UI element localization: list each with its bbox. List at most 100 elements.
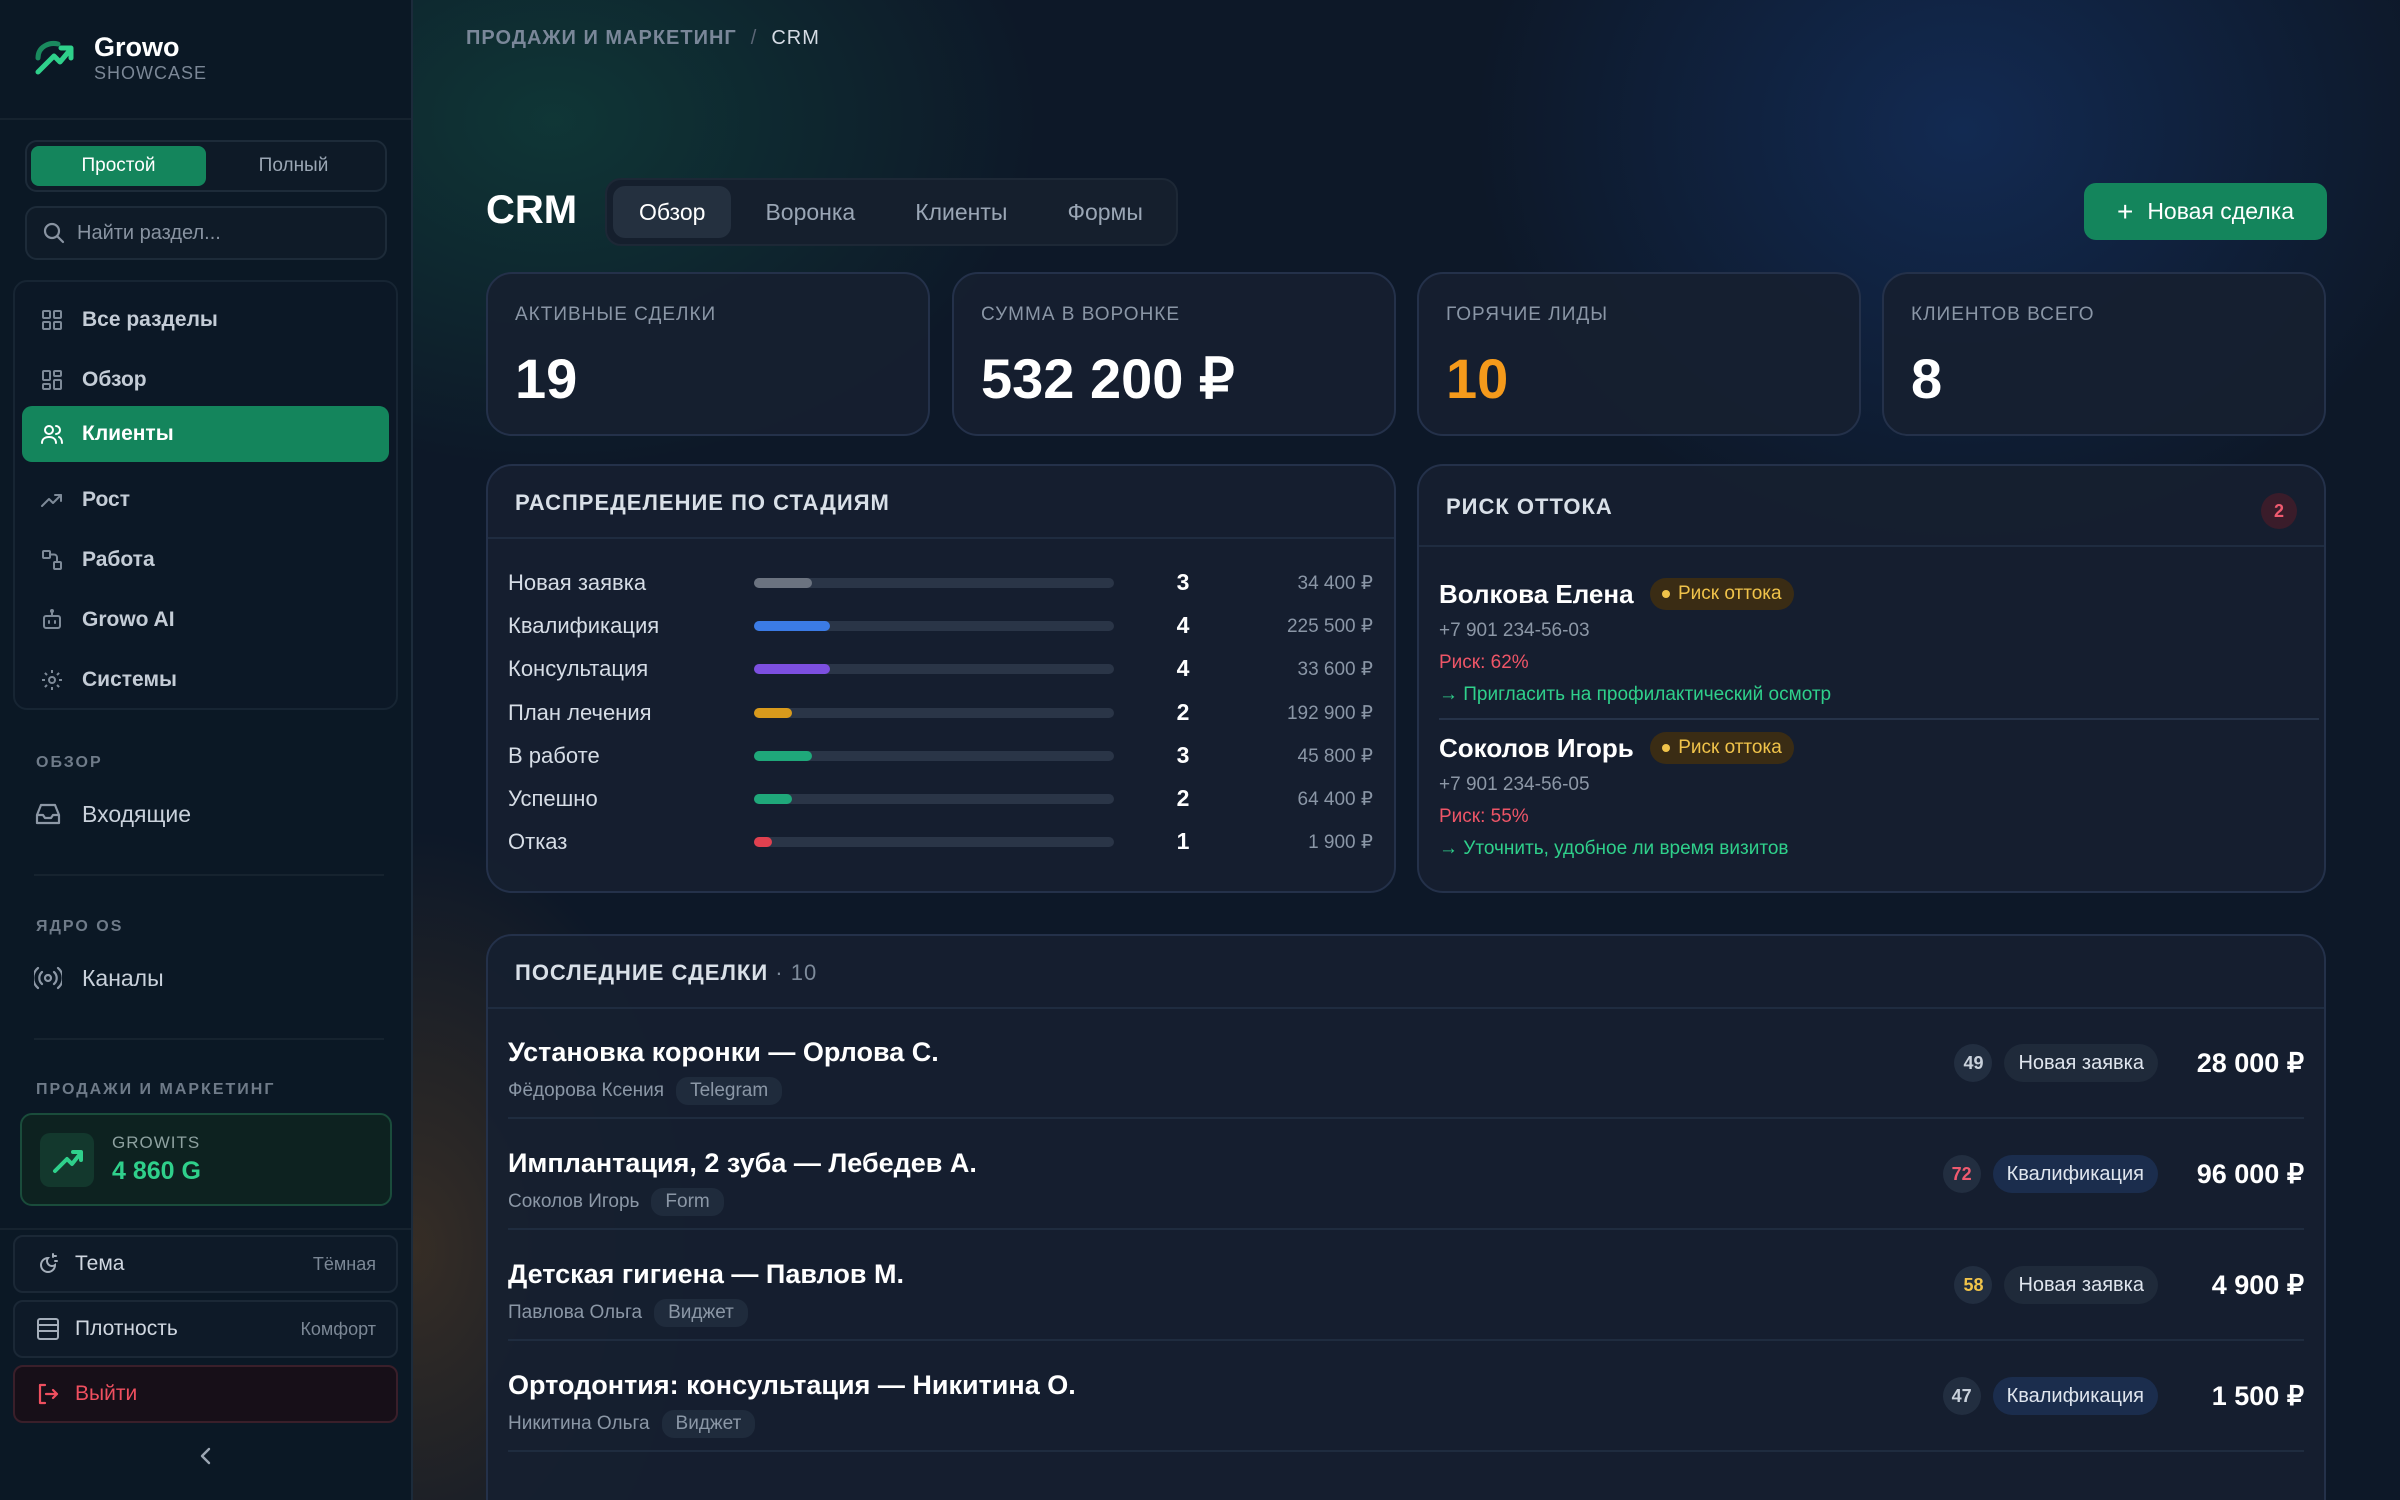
stage-count: 2 (1176, 785, 1190, 811)
section-title-core-os: ЯДРО OS (36, 918, 124, 935)
search-input[interactable] (77, 221, 377, 245)
search-icon (43, 222, 65, 244)
stage-name: Успешно (508, 786, 598, 811)
divider (488, 1007, 2324, 1009)
recent-deals-count: · 10 (775, 960, 818, 985)
stage-sum: 192 900 ₽ (1286, 702, 1373, 724)
sidebar-item-work[interactable]: Работа (22, 532, 389, 588)
logout-button[interactable]: Выйти (13, 1365, 398, 1423)
brand[interactable]: Growo SHOWCASE (32, 32, 207, 84)
sidebar-link-inbox[interactable]: Входящие (34, 800, 191, 828)
tab-clients[interactable]: Клиенты (915, 198, 1008, 225)
deal-source-badge: Виджет (661, 1410, 756, 1438)
density-setting[interactable]: Плотность Комфорт (13, 1300, 398, 1358)
stage-name: В работе (508, 742, 600, 768)
chevron-left-icon[interactable] (195, 1445, 217, 1467)
theme-setting[interactable]: Тема Тёмная (13, 1235, 398, 1293)
churn-risk: Риск: 55% (1439, 806, 1529, 827)
sidebar-search (25, 206, 387, 260)
growits-label: GROWITS (112, 1133, 201, 1152)
theme-value: Тёмная (312, 1253, 376, 1274)
stage-progress-track (754, 794, 1114, 804)
new-deal-label: Новая сделка (2147, 198, 2295, 224)
churn-item[interactable]: Соколов Игорь Риск оттока +7 901 234-56-… (1439, 732, 2319, 860)
sidebar-item-clients[interactable]: Клиенты (22, 406, 389, 462)
stage-progress-track (754, 707, 1114, 718)
stat-value: 532 200 ₽ (981, 347, 1235, 410)
growits-balance[interactable]: GROWITS 4 860 G (20, 1113, 392, 1206)
stage-progress-fill (754, 578, 812, 588)
sidebar-item-systems[interactable]: Системы (22, 652, 389, 708)
deal-row[interactable]: Детская гигиена — Павлов М. Павлова Ольга… (488, 1231, 2324, 1341)
churn-tag: Риск оттока (1650, 578, 1794, 610)
density-icon (37, 1318, 59, 1340)
stage-count: 4 (1176, 612, 1190, 639)
recent-deals-card: ПОСЛЕДНИЕ СДЕЛКИ · 10 Установка коронки … (486, 934, 2326, 1500)
stage-distribution-card: РАСПРЕДЕЛЕНИЕ ПО СТАДИЯМ Новая заявка 3 34… (486, 464, 1396, 893)
deal-title: Ортодонтия: консультация — Никитина О. (508, 1370, 1076, 1400)
stage-row: Консультация 4 33 600 ₽ (508, 648, 1373, 688)
deal-score-badge: 72 (1942, 1155, 1981, 1193)
status-dot (1662, 590, 1670, 598)
tab-funnel[interactable]: Воронка (765, 198, 856, 225)
stat-value: 10 (1446, 347, 1509, 410)
deal-meta: Никитина Ольга Виджет (508, 1410, 756, 1438)
deal-row[interactable]: Установка коронки — Орлова С. Фёдорова Кс… (488, 1009, 2324, 1119)
churn-action-link[interactable]: → Уточнить, удобное ли время визитов (1439, 838, 1789, 859)
deal-stage-badge: Новая заявка (2004, 1266, 2158, 1304)
churn-action-link[interactable]: → Пригласить на профилактический осмотр (1439, 684, 1832, 705)
deal-row[interactable]: Ортодонтия: консультация — Никитина О. Ни… (488, 1342, 2324, 1452)
deal-amount: 28 000 ₽ (2196, 1047, 2304, 1078)
sidebar-item-all-sections[interactable]: Все разделы (22, 292, 389, 348)
inbox-icon (35, 803, 61, 825)
mode-toggle: Простой Полный (25, 140, 387, 192)
stage-progress-track (754, 664, 1114, 675)
stage-count: 1 (1176, 828, 1190, 855)
mode-full-button[interactable]: Полный (258, 155, 329, 176)
sidebar-item-overview[interactable]: Обзор (22, 352, 389, 408)
deal-meta: Павлова Ольга Виджет (508, 1299, 748, 1327)
main-content: ПРОДАЖИ И МАРКЕТИНГ / CRM CRM Обзор Воро… (413, 0, 2400, 1500)
deal-stage-badge: Квалификация (1992, 1155, 2158, 1193)
sidebar-item-growth[interactable]: Рост (22, 472, 389, 528)
stat-value: 8 (1911, 347, 1943, 410)
tab-overview[interactable]: Обзор (613, 186, 732, 238)
divider (508, 1450, 2304, 1452)
deal-meta: Фёдорова Ксения Telegram (508, 1077, 783, 1105)
stat-card-hot-leads: ГОРЯЧИЕ ЛИДЫ 10 (1417, 272, 1861, 436)
stat-label: ГОРЯЧИЕ ЛИДЫ (1446, 304, 1609, 325)
divider (0, 118, 411, 120)
sidebar-link-channels[interactable]: Каналы (34, 964, 164, 992)
deal-row[interactable]: Имплантация, 2 зуба — Лебедев А. Соколов … (488, 1120, 2324, 1230)
sidebar: Growo SHOWCASE Простой Полный Все раздел… (0, 0, 413, 1500)
deal-summary: 72 Квалификация 96 000 ₽ (1942, 1154, 2304, 1194)
tab-forms[interactable]: Формы (1067, 198, 1143, 225)
growits-value: 4 860 G (112, 1157, 201, 1185)
sidebar-link-label: Каналы (82, 964, 164, 991)
deal-summary: 58 Новая заявка 4 900 ₽ (1954, 1265, 2304, 1305)
churn-client-name: Волкова Елена (1439, 578, 1634, 609)
deal-title: Детская гигиена — Павлов М. (508, 1259, 904, 1289)
churn-client-name: Соколов Игорь (1439, 732, 1634, 763)
trending-up-icon (41, 494, 62, 507)
churn-tag-label: Риск оттока (1678, 737, 1782, 758)
deal-stage-badge: Квалификация (1992, 1377, 2158, 1415)
brand-name: Growo (94, 32, 180, 62)
new-deal-button[interactable]: + Новая сделка (2084, 183, 2327, 240)
divider (508, 1228, 2304, 1230)
tab-bar: Обзор Воронка Клиенты Формы (605, 178, 1178, 246)
mode-simple-button[interactable]: Простой (31, 146, 206, 186)
churn-phone: +7 901 234-56-05 (1439, 774, 1590, 795)
breadcrumb-section[interactable]: ПРОДАЖИ И МАРКЕТИНГ (466, 27, 737, 49)
recent-deals-title: ПОСЛЕДНИЕ СДЕЛКИ (515, 960, 769, 985)
divider (34, 874, 384, 876)
theme-icon (40, 1253, 58, 1273)
churn-item[interactable]: Волкова Елена Риск оттока +7 901 234-56-… (1439, 578, 2319, 706)
sidebar-item-growo-ai[interactable]: Growo AI (22, 592, 389, 648)
sidebar-item-label: Клиенты (82, 422, 174, 445)
deal-title: Установка коронки — Орлова С. (508, 1037, 939, 1067)
stat-card-total-clients: КЛИЕНТОВ ВСЕГО 8 (1882, 272, 2326, 436)
sidebar-item-label: Обзор (82, 368, 147, 391)
card-title: РИСК ОТТОКА (1446, 494, 1613, 519)
stage-progress-fill (754, 707, 792, 718)
